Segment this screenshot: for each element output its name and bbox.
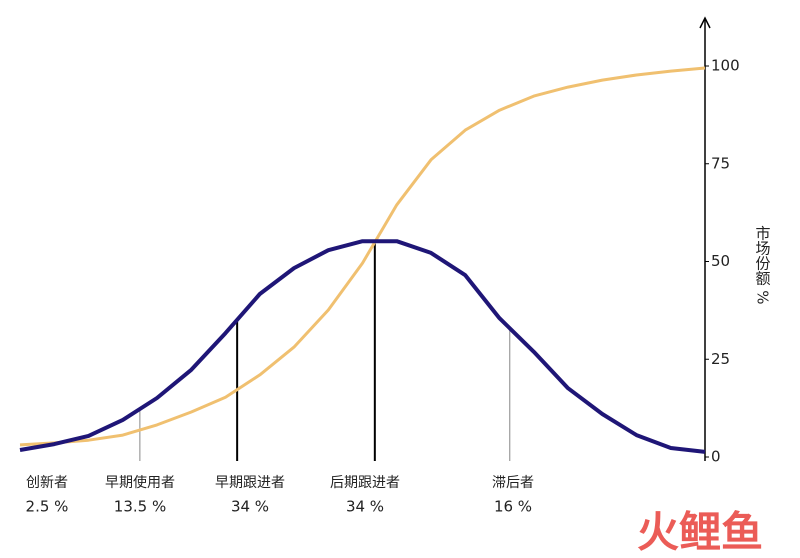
segment-name: 后期跟进者: [330, 475, 400, 491]
axis-arrow: [699, 16, 711, 29]
segment-share: 2.5 %: [26, 498, 69, 516]
watermark: 火鲤鱼: [637, 508, 763, 557]
series-line: [19, 239, 706, 454]
segment-share: 34 %: [346, 498, 384, 516]
segment-name: 创新者: [26, 475, 68, 491]
segment-name: 早期跟进者: [215, 475, 285, 491]
y-axis-label: 市场份额 %: [754, 225, 772, 304]
segment-name: 早期使用者: [105, 474, 175, 491]
segment-share: 34 %: [231, 498, 269, 516]
segment-name: 滞后者: [492, 475, 534, 491]
segment-share: 16 %: [494, 498, 532, 516]
y-tick-label: 75: [711, 154, 730, 172]
y-tick-label: 25: [711, 350, 730, 368]
segment-share: 13.5 %: [114, 498, 166, 516]
y-tick-label: 0: [711, 448, 721, 466]
y-tick-label: 100: [711, 57, 740, 75]
y-tick-label: 50: [711, 252, 730, 270]
series-line: [19, 66, 706, 447]
